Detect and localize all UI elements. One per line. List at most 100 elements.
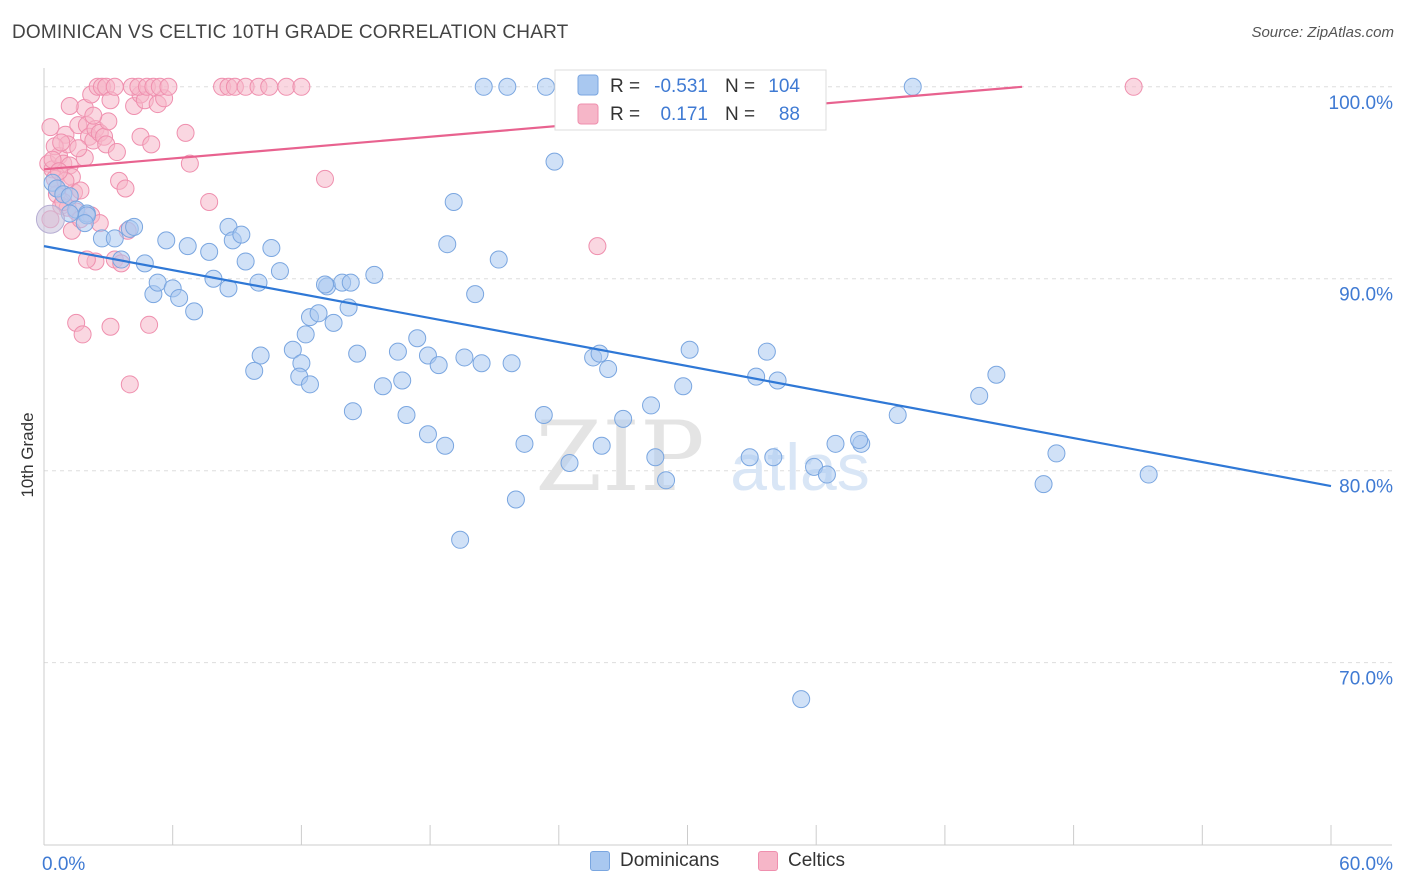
point-dominicans [1139, 465, 1158, 484]
stats-legend-n-value-celtics: 88 [779, 104, 800, 125]
point-celtics [315, 169, 334, 188]
point-celtics [60, 96, 79, 115]
point-dominicans [249, 273, 268, 292]
point-dominicans [283, 340, 302, 359]
point-celtics [159, 77, 178, 96]
point-dominicans [236, 252, 255, 271]
point-celtics [107, 143, 126, 162]
point-dominicans [747, 367, 766, 386]
point-dominicans [343, 402, 362, 421]
point-dominicans [545, 152, 564, 171]
point-dominicans [792, 690, 811, 709]
point-dominicans [373, 377, 392, 396]
legend-swatch-celtics [758, 851, 778, 871]
trend-line-dominicans [43, 245, 1332, 488]
point-celtics [140, 315, 159, 334]
point-dominicans [515, 434, 534, 453]
point-dominicans [418, 425, 437, 444]
y-tick-label: 70.0% [1339, 669, 1393, 690]
point-dominicans [614, 409, 633, 428]
point-dominicans [262, 239, 281, 258]
point-dominicans [455, 348, 474, 367]
point-celtics [41, 118, 60, 137]
y-tick-label: 80.0% [1339, 477, 1393, 498]
stats-legend-r-value-celtics: 0.171 [660, 104, 708, 125]
point-dominicans [324, 313, 343, 332]
point-dominicans [341, 273, 360, 292]
point-dominicans [178, 237, 197, 256]
point-dominicans [674, 377, 693, 396]
x-tick-label: 60.0% [1339, 854, 1393, 875]
point-dominicans [850, 430, 869, 449]
trend-line-celtics [43, 85, 1023, 171]
point-celtics [52, 133, 71, 152]
y-tick-label: 100.0% [1329, 93, 1394, 114]
point-dominicans [75, 214, 94, 233]
point-dominicans [642, 396, 661, 415]
stats-legend-swatch-celtics [577, 103, 599, 125]
stats-legend: R = -0.531 N = 104 R = 0.171 N = 88 [554, 69, 827, 131]
point-dominicans [657, 471, 676, 490]
bottom-legend: Dominicans Celtics [0, 850, 1406, 878]
point-dominicans [826, 434, 845, 453]
point-dominicans [408, 329, 427, 348]
axes [43, 68, 1392, 846]
stats-legend-swatch-dominicans [577, 74, 599, 96]
point-dominicans [757, 342, 776, 361]
point-dominicans [444, 192, 463, 211]
point-dominicans [397, 406, 416, 425]
point-dominicans [200, 242, 219, 261]
point-celtics [120, 375, 139, 394]
stats-legend-r-label: R = [610, 76, 640, 97]
legend-swatch-dominicans [590, 851, 610, 871]
point-dominicans [393, 371, 412, 390]
point-celtics [101, 317, 120, 336]
point-dominicans [296, 325, 315, 344]
tick-labels: 100.0% 90.0% 80.0% 70.0% 0.0% 60.0% [42, 93, 1393, 875]
point-dominicans [534, 406, 553, 425]
legend-label-celtics: Celtics [788, 850, 846, 871]
point-dominicans [245, 361, 264, 380]
point-dominicans [315, 275, 334, 294]
point-dominicans [506, 490, 525, 509]
point-dominicans [498, 77, 517, 96]
x-tick-label: 0.0% [42, 854, 85, 875]
point-dominicans [764, 448, 783, 467]
point-dominicans [170, 288, 189, 307]
point-dominicans [1047, 444, 1066, 463]
legend-item-celtics: Celtics [758, 850, 845, 872]
point-dominicans [429, 356, 448, 375]
point-dominicans [451, 530, 470, 549]
point-dominicans [365, 265, 384, 284]
point-dominicans [438, 235, 457, 254]
point-dominicans [157, 231, 176, 250]
point-dominicans [1034, 475, 1053, 494]
point-dominicans [388, 342, 407, 361]
point-dominicans [348, 344, 367, 363]
point-celtics [84, 106, 103, 125]
point-dominicans [148, 273, 167, 292]
point-dominicans [300, 375, 319, 394]
point-celtics [73, 325, 92, 344]
point-celtics [69, 139, 88, 158]
point-dominicans [740, 448, 759, 467]
point-dominicans [35, 204, 65, 234]
point-celtics [200, 192, 219, 211]
point-dominicans [903, 77, 922, 96]
point-dominicans [466, 285, 485, 304]
point-celtics [1124, 77, 1143, 96]
point-dominicans [970, 386, 989, 405]
y-tick-label: 90.0% [1339, 285, 1393, 306]
point-dominicans [232, 225, 251, 244]
point-dominicans [599, 359, 618, 378]
point-dominicans [646, 448, 665, 467]
point-dominicans [309, 304, 328, 323]
legend-item-dominicans: Dominicans [590, 850, 719, 872]
point-dominicans [436, 436, 455, 455]
stats-legend-n-value-dominicans: 104 [768, 76, 800, 97]
point-dominicans [185, 302, 204, 321]
point-dominicans [502, 354, 521, 373]
point-dominicans [592, 436, 611, 455]
chart-title: DOMINICAN VS CELTIC 10TH GRADE CORRELATI… [12, 22, 569, 43]
